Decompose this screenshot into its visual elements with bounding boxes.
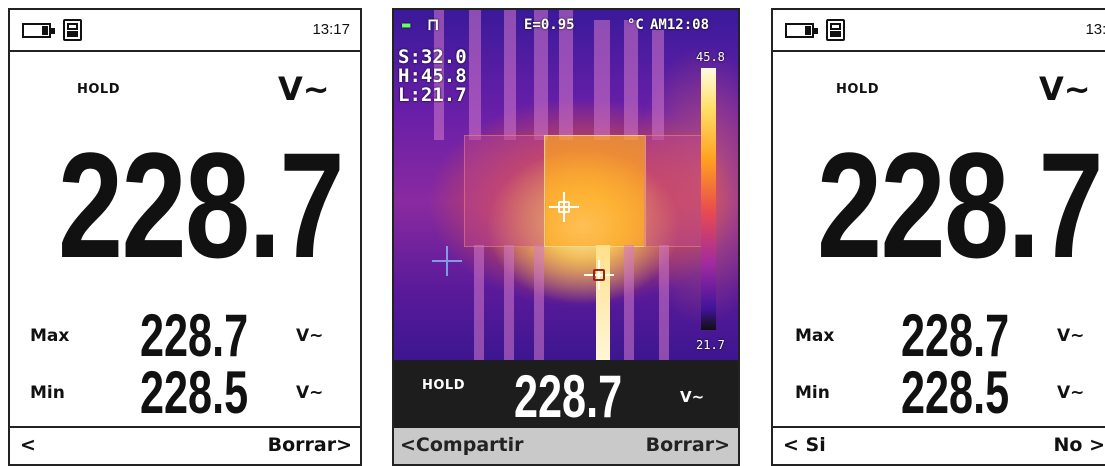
max-label: Max [795, 326, 835, 346]
status-bar: 13:17 [773, 10, 1105, 52]
memory-card-icon [63, 19, 82, 41]
main-reading: 228.7 [514, 363, 623, 430]
hold-indicator: HOLD [836, 82, 880, 97]
max-value: 228.7 [140, 302, 249, 369]
main-reading: 228.7 [58, 121, 345, 289]
chevron-right-icon: > [714, 434, 730, 456]
chevron-right-icon: > [336, 434, 352, 456]
memory-card-icon [826, 19, 845, 41]
softkey-bar: < Si No > [773, 426, 1105, 464]
unit-label: V~ [278, 70, 330, 108]
softkey-borrar-label: Borrar [645, 434, 715, 456]
min-value: 228.5 [140, 359, 249, 426]
softkey-borrar[interactable]: Borrar> [268, 434, 352, 456]
chevron-left-icon: < [400, 434, 416, 456]
spot-temperature: S:32.0 [398, 46, 467, 68]
softkey-no[interactable]: No > [1053, 434, 1105, 456]
softkey-compartir[interactable]: <Compartir [400, 434, 523, 456]
softkey-si[interactable]: < Si [783, 434, 826, 456]
max-label: Max [30, 326, 70, 346]
meter-screen-right: 13:17 HOLD V~ 228.7 Max 228.7 V~ Min 228… [771, 8, 1105, 466]
softkey-bar: < Borrar> [10, 426, 360, 464]
max-value: 228.7 [901, 302, 1010, 369]
crosshair-icon [584, 260, 614, 290]
softkey-bar: <Compartir Borrar> [394, 428, 738, 464]
clock: 13:17 [1085, 21, 1105, 38]
hold-indicator: HOLD [422, 378, 466, 393]
low-temperature: L:21.7 [398, 84, 467, 106]
status-bar: 13:17 [10, 10, 360, 52]
softkey-back[interactable]: < [20, 434, 36, 456]
battery-icon [785, 23, 818, 38]
clock: 13:17 [312, 21, 350, 38]
chevron-right-icon: > [1082, 434, 1105, 456]
thermal-image: ▬ ⊓ E=0.95 °C AM12:08 S:32.0 H:45.8 L:21… [394, 10, 738, 360]
scale-min-label: 21.7 [696, 338, 725, 352]
crosshair-icon [432, 246, 462, 276]
chevron-left-icon: < [783, 434, 806, 456]
clock: AM12:08 [650, 17, 710, 33]
reading-bar: HOLD 228.7 V~ [394, 360, 738, 430]
max-unit: V~ [296, 326, 324, 346]
min-unit: V~ [296, 383, 324, 403]
color-scale-bar [701, 68, 716, 330]
softkey-si-label: Si [805, 434, 826, 456]
crosshair-icon [549, 192, 579, 222]
unit-label: V~ [680, 388, 705, 406]
memory-card-icon: ⊓ [428, 15, 439, 35]
max-unit: V~ [1057, 326, 1085, 346]
min-unit: V~ [1057, 383, 1085, 403]
main-reading: 228.7 [817, 121, 1104, 289]
min-label: Min [795, 383, 830, 403]
min-label: Min [30, 383, 65, 403]
temperature-unit: °C [627, 17, 644, 33]
softkey-borrar[interactable]: Borrar> [646, 434, 730, 456]
meter-screen-left: 13:17 HOLD V~ 228.7 Max 228.7 V~ Min 228… [8, 8, 362, 466]
unit-label: V~ [1039, 70, 1091, 108]
scale-max-label: 45.8 [696, 50, 725, 64]
softkey-compartir-label: Compartir [415, 434, 524, 456]
min-value: 228.5 [901, 359, 1010, 426]
high-temperature: H:45.8 [398, 65, 467, 87]
hold-indicator: HOLD [77, 82, 121, 97]
softkey-no-label: No [1053, 434, 1083, 456]
softkey-borrar-label: Borrar [267, 434, 337, 456]
emissivity-value: E=0.95 [524, 17, 575, 33]
thermal-screen: ▬ ⊓ E=0.95 °C AM12:08 S:32.0 H:45.8 L:21… [392, 8, 740, 466]
battery-icon: ▬ [402, 17, 411, 33]
battery-icon [22, 23, 55, 38]
